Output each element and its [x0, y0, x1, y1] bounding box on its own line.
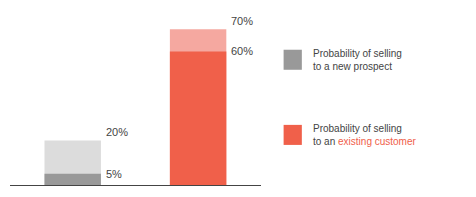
svg-text:20%: 20%: [106, 126, 128, 138]
svg-text:Probability of sellingto an ex: Probability of sellingto an existing cus…: [313, 123, 417, 147]
svg-text:60%: 60%: [231, 45, 253, 57]
svg-text:70%: 70%: [231, 15, 253, 27]
svg-text:5%: 5%: [106, 168, 122, 180]
svg-text:Probability of sellingto a new: Probability of sellingto a new prospect: [313, 48, 402, 72]
